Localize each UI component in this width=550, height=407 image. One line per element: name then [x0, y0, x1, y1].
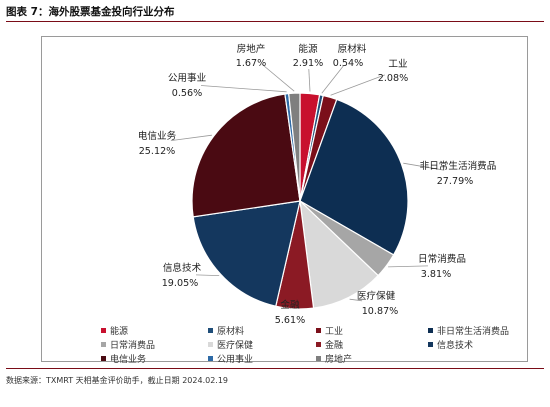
slice-1-legend-label: 能源 — [110, 325, 128, 337]
slice-5-legend-label: 日常消费品 — [110, 339, 155, 351]
slice-8-name-label: 信息技术 — [163, 262, 202, 274]
slice-6-value-label: 10.87% — [362, 306, 399, 317]
slice-8-value-label: 19.05% — [162, 278, 199, 289]
slice-10-name-label: 公用事业 — [168, 72, 207, 84]
slice-7-name-label: 金融 — [280, 299, 300, 311]
slice-5-leader — [388, 265, 429, 268]
slice-1-name-label: 能源 — [298, 43, 318, 55]
slice-11-name-label: 房地产 — [237, 43, 266, 55]
slice-6-leader — [349, 298, 363, 302]
slice-7-legend-swatch — [316, 342, 321, 347]
slice-2-legend-label: 原材料 — [217, 325, 244, 337]
slice-9-value-label: 25.12% — [139, 146, 176, 157]
slice-8-legend-swatch — [428, 342, 433, 347]
slice-10-leader — [200, 85, 287, 93]
pie-labels: 能源 2.91% 原材料 0.54% 工业 2.08% 非日常生活消费品 27.79% 日常消费… — [138, 43, 497, 326]
slice-4-leader — [403, 162, 445, 171]
slice-1-leader — [308, 68, 311, 92]
slice-5-legend-swatch — [101, 342, 106, 347]
slice-11-value-label: 1.67% — [236, 58, 266, 69]
chart-frame — [41, 36, 528, 362]
slice-10-legend-label: 公用事业 — [217, 353, 253, 365]
slice-10-value-label: 0.56% — [172, 88, 202, 99]
slice-9-legend-label: 电信业务 — [110, 353, 146, 365]
slice-1-legend-swatch — [101, 328, 106, 333]
slice-11-leader — [261, 63, 295, 92]
slice-3-legend-swatch — [316, 328, 321, 333]
slice-11-legend-swatch — [316, 356, 321, 361]
slice-4-legend-swatch — [428, 328, 433, 333]
title-divider — [6, 21, 544, 22]
slice-5-name-label: 日常消费品 — [418, 253, 466, 265]
slice-6-wedge — [299, 199, 379, 309]
slice-8-wedge — [192, 200, 301, 307]
figure-title: 图表 7：海外股票基金投向行业分布 — [6, 6, 175, 18]
slice-5-value-label: 3.81% — [421, 269, 451, 280]
slice-9-legend-swatch — [101, 356, 106, 361]
slice-8-leader — [195, 274, 220, 276]
slice-3-value-label: 2.08% — [378, 73, 408, 84]
slice-3-legend-label: 工业 — [325, 326, 343, 337]
pie-slices — [191, 92, 409, 310]
slice-3-leader — [330, 74, 386, 96]
slice-2-leader — [321, 65, 344, 94]
slice-9-name-label: 电信业务 — [138, 130, 177, 142]
source-note: 数据来源：TXMRT 天相基金评价助手，截止日期 2024.02.19 — [6, 376, 229, 385]
slice-6-legend-label: 医疗保健 — [217, 339, 253, 351]
slice-4-name-label: 非日常生活消费品 — [420, 160, 497, 172]
slice-11-wedge — [288, 92, 301, 202]
slice-9-leader — [170, 134, 212, 141]
slice-6-legend-swatch — [208, 342, 213, 347]
slice-6-name-label: 医疗保健 — [357, 290, 396, 302]
slice-10-legend-swatch — [208, 356, 213, 361]
slice-11-legend-label: 房地产 — [325, 353, 352, 365]
source-divider — [6, 368, 544, 369]
slice-4-value-label: 27.79% — [437, 176, 474, 187]
slice-1-value-label: 2.91% — [293, 58, 323, 69]
slice-2-legend-swatch — [208, 328, 213, 333]
slice-3-name-label: 工业 — [388, 59, 408, 70]
slice-7-value-label: 5.61% — [275, 315, 305, 326]
slice-7-legend-label: 金融 — [325, 339, 343, 351]
slice-2-value-label: 0.54% — [333, 58, 363, 69]
slice-4-legend-label: 非日常生活消费品 — [437, 325, 509, 337]
slice-9-wedge — [191, 93, 301, 218]
slice-8-legend-label: 信息技术 — [437, 339, 473, 351]
slice-2-name-label: 原材料 — [338, 43, 367, 55]
pie-label-leaders — [170, 63, 445, 302]
